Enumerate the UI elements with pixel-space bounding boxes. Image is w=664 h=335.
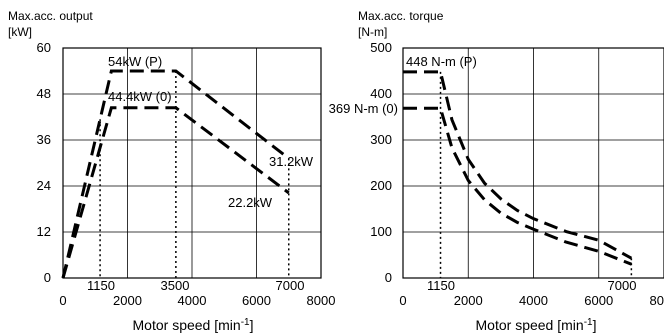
speed-marker-label: 1150: [87, 278, 115, 293]
speed-marker-label: 1150: [427, 278, 455, 293]
y-axis-unit: [N-m]: [358, 25, 387, 39]
y-tick-label: 500: [370, 40, 392, 55]
y-tick-label: 300: [370, 132, 392, 147]
y-tick-label: 0: [44, 270, 51, 285]
speed-marker-label: 7000: [608, 278, 637, 293]
y-tick-label: 60: [37, 40, 51, 55]
series-line: [403, 106, 632, 266]
x-tick-label: 8000: [307, 293, 336, 308]
x-tick-label: 0: [59, 293, 66, 308]
data-annotation: 369 N-m (0): [329, 101, 398, 116]
data-annotation: 31.2kW: [269, 154, 314, 169]
y-tick-label: 36: [37, 132, 51, 147]
y-tick-label: 24: [37, 178, 51, 193]
x-tick-label: 6000: [242, 293, 271, 308]
output-chart: Max.acc. output [kW] 0 12 24 36 48 60 0 2000 4000 6…: [8, 9, 335, 333]
x-tick-label: 2000: [454, 293, 483, 308]
series-line: [403, 70, 633, 260]
x-axis-title: Motor speed [min-1]: [476, 317, 597, 334]
series-line: [61, 106, 290, 279]
x-tick-label: 4000: [519, 293, 548, 308]
x-tick-label: 2000: [113, 293, 142, 308]
x-tick-label: 4000: [178, 293, 207, 308]
y-axis-unit: [kW]: [8, 25, 32, 39]
series-line: [61, 69, 290, 279]
data-annotation: 54kW (P): [108, 54, 162, 69]
y-tick-label: 200: [370, 178, 392, 193]
plot-frame: [62, 47, 322, 279]
y-tick-label: 400: [370, 86, 392, 101]
data-annotation: 44.4kW (0): [108, 89, 172, 104]
y-tick-label: 100: [370, 224, 392, 239]
y-axis-title: Max.acc. torque: [358, 9, 444, 23]
x-tick-label: 6000: [584, 293, 613, 308]
y-tick-label: 48: [37, 86, 51, 101]
x-axis-title: Motor speed [min-1]: [133, 317, 254, 334]
data-annotation: 448 N-m (P): [406, 54, 477, 69]
speed-marker-label: 3500: [161, 278, 190, 293]
speed-marker-label: 7000: [276, 278, 305, 293]
torque-chart: Max.acc. torque [N-m] 0 100 200 300 400 500 0 200…: [329, 9, 664, 333]
y-tick-label: 0: [385, 270, 392, 285]
y-axis-title: Max.acc. output: [8, 9, 93, 23]
x-tick-label: 8000: [650, 293, 664, 308]
x-tick-label: 0: [399, 293, 406, 308]
data-annotation: 22.2kW: [228, 195, 273, 210]
plot-frame: [402, 47, 664, 279]
y-tick-label: 12: [37, 224, 51, 239]
